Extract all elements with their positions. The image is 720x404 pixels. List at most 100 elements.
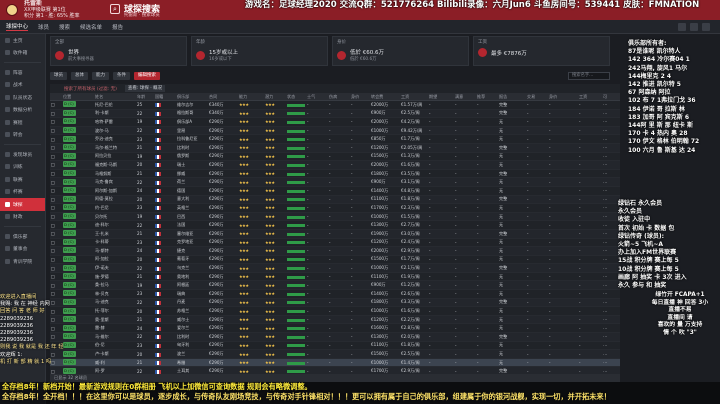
player-club[interactable]: 塞尔维亚 [177,230,194,236]
player-name[interactable]: 伯-尼 [95,342,105,348]
column-header[interactable]: 报告 [499,93,508,99]
more-cell[interactable]: ⋯ [603,119,608,125]
row-checkbox[interactable]: □ [51,196,55,202]
sidebar-item-discover[interactable]: 发现球员 [0,148,45,161]
player-name[interactable]: 林-贝克 [95,290,109,296]
player-club[interactable]: 瑞典 [177,290,186,296]
more-cell[interactable]: ⋯ [603,145,608,151]
player-club[interactable]: 拉科鲁尼亚 [177,136,198,142]
sidebar-item-inbox[interactable]: 收件箱 [0,47,45,60]
more-cell[interactable]: ⋯ [603,128,608,134]
player-name[interactable]: 王-扎米 [95,230,109,236]
column-header[interactable]: 工资 [401,93,410,99]
player-club[interactable]: 阿根廷 [177,282,190,288]
player-club[interactable]: 捷克 [177,247,186,253]
row-checkbox[interactable]: □ [51,110,55,116]
nav-tab-search[interactable]: 搜索 [59,24,71,31]
player-club[interactable]: 苏格兰 [177,308,190,314]
more-cell[interactable]: ⋯ [603,299,608,305]
player-club[interactable]: 巴西 [177,213,186,219]
column-header[interactable]: 身价 [351,93,360,99]
more-cell[interactable]: ⋯ [603,222,608,228]
nav-tab-reports[interactable]: 报告 [112,24,124,31]
row-checkbox[interactable]: □ [51,308,55,314]
row-checkbox[interactable]: □ [51,299,55,305]
player-club[interactable]: 德国 [177,187,186,193]
criteria-card-age[interactable]: 年龄 15岁或以上 16岁或以下 [191,36,328,66]
row-checkbox[interactable]: □ [51,162,55,168]
player-name[interactable]: 桑-拉马 [95,282,109,288]
player-name[interactable]: 利-卡斯 [95,110,109,116]
row-checkbox[interactable]: □ [51,291,55,297]
more-cell[interactable]: ⋯ [603,325,608,331]
player-name[interactable]: 约-巴尼 [95,204,109,210]
row-checkbox[interactable]: □ [51,368,55,374]
sidebar-item-board[interactable]: 董事会 [0,243,45,256]
player-club[interactable]: 英格兰 [177,204,190,210]
filter-chip-conditions[interactable]: 条件 [113,72,130,80]
table-row[interactable]: □ D (C) 奥-里斯 21 威尔士 €290万 ★★★ ★★★ - - - €1200万 €2.2万… [50,315,620,325]
table-row[interactable]: □ D (C) 波尔-马 22 里昂 €290万 ★★★ ★★★ - - - €1000万 €9.42万… [50,126,620,136]
filter-chip-players[interactable]: 球员 [50,72,67,80]
player-name[interactable]: 哈特-萨雷 [95,118,113,124]
more-cell[interactable]: ⋯ [603,274,608,280]
row-checkbox[interactable]: □ [51,239,55,245]
player-name[interactable]: 伊-诺夫 [95,265,109,271]
table-row[interactable]: □ D (C) 托尼-巴伦 25 维尔吉尔 €340万 ★★★ ★★★ - - - €2000万 €1.… [50,101,620,110]
criteria-card-wage[interactable]: 工资 最多 €7876万 [473,36,610,66]
edit-search-button[interactable]: 编辑搜索 [134,72,160,80]
menu-icon[interactable] [702,23,710,31]
table-row[interactable]: □ D (C) 王-扎米 21 塞尔维亚 €290万 ★★★ ★★★ - - - €1900万 €3.0… [50,229,620,239]
player-club[interactable]: 丹麦 [177,299,186,305]
row-checkbox[interactable]: □ [51,153,55,159]
column-header[interactable]: 身价 [549,93,558,99]
column-header[interactable]: 位置 [63,93,72,99]
table-row[interactable]: □ D (C) 乔治-迪克 23 拉科鲁尼亚 €290万 ★★★ ★★★ - - - €850万 €1.… [50,135,620,144]
column-header[interactable]: 国籍 [155,93,164,99]
sidebar-item-finances[interactable]: 财政 [0,211,45,224]
row-checkbox[interactable]: □ [51,256,55,262]
player-name[interactable]: 马格努斯 [95,170,112,176]
player-club[interactable]: 比利时 [177,333,190,339]
player-club[interactable]: 希腊 [177,359,186,365]
table-row[interactable]: □ D (C) 阿-加拉 20 葡萄牙 €290万 ★★★ ★★★ - - - €1500万 €1.7万… [50,255,620,265]
table-row[interactable]: □ D (C) 马格努斯 21 挪威 €290万 ★★★ ★★★ - - - €1800万 €3.5万/… [50,170,620,179]
row-checkbox[interactable]: □ [51,145,55,151]
sidebar-item-home[interactable]: 主页 [0,34,45,47]
column-header[interactable]: 潜力 [265,93,274,99]
table-row[interactable]: □ D (C) 阿拉贝拉 19 俄罗斯 €290万 ★★★ ★★★ - - - €1500万 €1.3万… [50,152,620,162]
player-club[interactable]: 爱尔兰 [177,325,190,331]
column-header[interactable]: 伤病 [329,93,338,99]
row-checkbox[interactable]: □ [51,136,55,142]
row-checkbox[interactable]: □ [51,325,55,331]
row-checkbox[interactable]: □ [51,128,55,134]
player-club[interactable]: 格拉斯哥 [177,110,194,116]
player-club[interactable]: 匈牙利 [177,342,190,348]
more-cell[interactable]: ⋯ [603,368,608,374]
table-row[interactable]: □ D (C) 林-贝克 23 瑞典 €290万 ★★★ ★★★ - - - €1400万 €2.6万/… [50,290,620,299]
sidebar-item-scouting[interactable]: 球探 [0,198,45,211]
column-header[interactable]: 能力 [239,93,248,99]
sidebar-item-league[interactable]: 联赛 [0,173,45,186]
player-club[interactable]: 奥地利 [177,273,190,279]
player-club[interactable]: 维尔吉尔 [177,101,194,107]
player-name[interactable]: 马-斯特 [95,247,109,253]
table-row[interactable]: □ D (C) 卡-科蒂 23 克罗地亚 €290万 ★★★ ★★★ - - - €1200万 €2.4… [50,238,620,248]
column-header[interactable]: 年龄 [137,93,146,99]
sidebar-item-youth[interactable]: 青训学院 [0,255,45,268]
nav-tab-shortlist[interactable]: 候选名单 [80,24,103,31]
filter-chip-overall[interactable]: 总体 [71,72,88,80]
row-checkbox[interactable]: □ [51,282,55,288]
player-club[interactable]: 土耳其 [177,368,190,374]
player-club[interactable]: 荷兰 [177,179,186,185]
sidebar-item-analysis[interactable]: 数据分析 [0,104,45,117]
sidebar-item-training[interactable]: 训练 [0,161,45,174]
column-header[interactable]: 工资 [579,93,588,99]
more-cell[interactable]: ⋯ [603,136,608,142]
player-name[interactable]: 威-利 [95,359,105,365]
player-name[interactable]: 雷-赫 [95,325,105,331]
table-row[interactable]: □ D (C) 威-利 21 希腊 €290万 ★★★ ★★★ - - - €1000万 €1.4万/周… [50,358,620,368]
table-row[interactable]: □ D (C) 阿德-莫拉 20 意大利 €290万 ★★★ ★★★ - - - €1100万 €1.8… [50,195,620,205]
more-cell[interactable]: ⋯ [603,214,608,220]
nav-tab-scouting-center[interactable]: 球探中心 [6,24,29,31]
